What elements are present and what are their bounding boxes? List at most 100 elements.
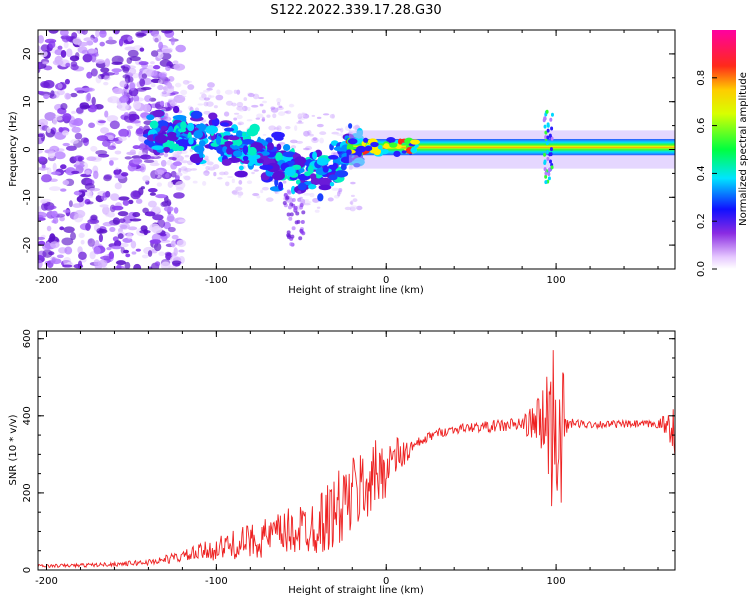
noise-blob (103, 174, 113, 180)
signal-blob (322, 165, 329, 173)
snr-x-tick-label: -100 (205, 576, 228, 587)
noise-blob (91, 96, 96, 106)
noise-blob (106, 247, 112, 251)
noise-blob (161, 30, 173, 34)
noise-blob (74, 209, 86, 218)
noise-blob (85, 170, 91, 175)
noise-blob (101, 139, 111, 147)
band-start-blob (347, 138, 358, 145)
noise-blob (102, 221, 114, 227)
noise-blob (51, 219, 57, 224)
halo-blob (295, 140, 303, 144)
spectrogram-x-tick-label: -100 (205, 275, 228, 286)
noise-blob (103, 75, 111, 81)
noise-blob (38, 211, 47, 219)
noise-blob (171, 260, 182, 265)
noise-blob (107, 96, 120, 104)
spread-blob (542, 118, 546, 123)
noise-blob (42, 61, 49, 65)
signal-blob (316, 157, 329, 166)
halo-blob (277, 101, 281, 106)
noise-blob (178, 249, 185, 253)
halo-blob (238, 122, 242, 126)
noise-blob (93, 246, 101, 255)
signal-blob (242, 155, 249, 161)
signal-blob (161, 125, 168, 131)
tail-blob (289, 212, 294, 217)
noise-blob (112, 87, 124, 95)
halo-blob (276, 125, 282, 131)
snr-plot-area (38, 331, 675, 570)
noise-blob (109, 159, 114, 166)
noise-blob (70, 64, 79, 71)
band-start-blob (393, 150, 401, 157)
noise-blob (78, 189, 88, 193)
noise-blob (103, 81, 109, 86)
signal-blob (154, 134, 168, 144)
noise-blob (173, 63, 186, 71)
halo-blob (303, 201, 312, 204)
colorbar-label: Normalized spectral amplitude (738, 72, 749, 226)
band-start-blob (388, 142, 398, 148)
noise-blob (98, 259, 108, 268)
tail-blob (282, 201, 287, 206)
signal-blob (248, 161, 254, 166)
noise-blob (108, 36, 113, 42)
halo-blob (349, 205, 358, 210)
spread-blob (546, 156, 550, 161)
noise-blob (54, 151, 66, 160)
halo-blob (197, 103, 204, 106)
halo-blob (336, 133, 344, 137)
noise-blob (59, 30, 69, 37)
noise-blob (42, 249, 53, 258)
noise-blob (106, 115, 119, 123)
noise-blob (142, 207, 149, 214)
noise-blob (176, 239, 187, 248)
halo-blob (276, 97, 282, 103)
spectrogram-y-tick-label: 20 (22, 48, 33, 61)
halo-blob (184, 167, 192, 172)
snr-x-axis-label: Height of straight line (km) (288, 585, 424, 596)
noise-blob (160, 261, 171, 269)
noise-blob (63, 41, 69, 49)
halo-blob (258, 96, 265, 99)
halo-blob (167, 85, 175, 90)
halo-blob (164, 102, 169, 109)
halo-blob (237, 194, 242, 198)
noise-blob (96, 135, 109, 142)
halo-blob (203, 97, 210, 101)
signal-blob (348, 123, 353, 129)
noise-blob (61, 237, 74, 246)
noise-blob (60, 49, 67, 58)
noise-blob (150, 83, 156, 88)
noise-blob (108, 251, 115, 260)
halo-blob (174, 82, 182, 88)
halo-blob (236, 89, 241, 95)
noise-blob (146, 156, 155, 160)
signal-blob (211, 117, 220, 127)
snr-y-tick-label: 200 (22, 483, 33, 502)
noise-blob (50, 171, 61, 176)
noise-blob (140, 30, 153, 34)
halo-blob (165, 172, 170, 179)
signal-blob (236, 130, 243, 138)
noise-blob (59, 188, 67, 192)
noise-blob (124, 261, 131, 269)
noise-blob (48, 186, 61, 191)
tail-blob (289, 242, 294, 247)
noise-blob (126, 232, 133, 240)
halo-blob (327, 197, 334, 202)
halo-blob (303, 130, 310, 137)
noise-blob (38, 118, 49, 128)
signal-blob (307, 165, 314, 175)
signal-blob (167, 131, 177, 138)
noise-blob (154, 169, 165, 176)
noise-blob (156, 182, 163, 187)
noise-blob (71, 126, 81, 133)
tail-blob (295, 211, 300, 216)
noise-blob (40, 44, 50, 52)
noise-blob (75, 161, 80, 166)
halo-blob (236, 114, 243, 120)
halo-blob (278, 105, 283, 108)
